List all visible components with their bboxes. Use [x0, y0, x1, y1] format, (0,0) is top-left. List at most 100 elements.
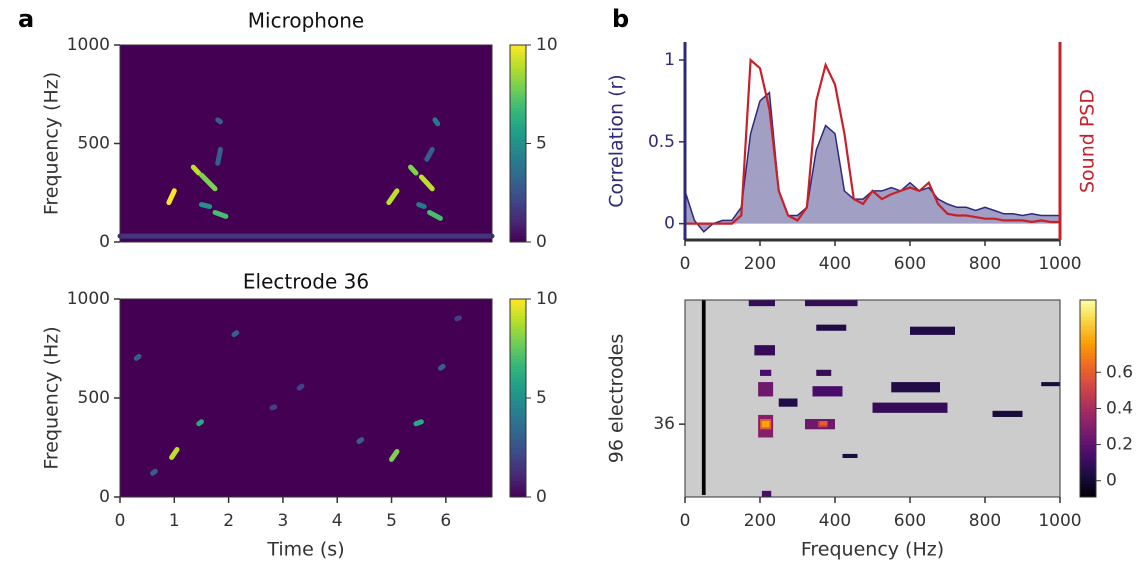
- colorbar-step: [510, 348, 526, 353]
- colorbar-step: [510, 374, 526, 379]
- spectral-streak: [356, 437, 365, 445]
- spectral-streak: [190, 164, 202, 176]
- spectral-streak: [133, 353, 142, 361]
- y-tick-label: 1: [664, 50, 675, 70]
- colorbar-step: [1080, 483, 1096, 488]
- colorbar-step: [510, 169, 526, 174]
- colorbar-step: [1080, 306, 1096, 311]
- colorbar-step: [1080, 365, 1096, 370]
- colorbar-step: [1080, 451, 1096, 455]
- y-axis-label: Frequency (Hz): [41, 72, 63, 215]
- chart-title: Electrode 36: [243, 270, 369, 294]
- colorbar-step: [510, 120, 526, 125]
- colorbar-step: [510, 391, 526, 396]
- colorbar-step: [510, 341, 526, 346]
- x-tick-label: 2: [223, 511, 234, 531]
- spectral-streak: [427, 209, 443, 221]
- spectral-streak: [408, 164, 419, 176]
- colorbar-step: [510, 302, 526, 307]
- colorbar-step: [1080, 444, 1096, 449]
- colorbar-step: [1080, 313, 1096, 317]
- colorbar-step: [510, 77, 526, 82]
- spectral-streak: [413, 419, 424, 427]
- colorbar-step: [1080, 322, 1096, 327]
- x-tick-label: 3: [278, 511, 289, 531]
- panel-label: a: [18, 5, 34, 33]
- colorbar-step: [510, 431, 526, 435]
- colorbar-step: [510, 388, 526, 392]
- y-tick-label: 1000: [67, 289, 110, 309]
- spectral-streak: [215, 146, 223, 166]
- colorbar-step: [1080, 434, 1096, 439]
- colorbar-step: [510, 447, 526, 452]
- spectral-streak: [166, 188, 177, 206]
- colorbar-step: [1080, 490, 1096, 495]
- colorbar-tick-label: 0.4: [1106, 398, 1133, 418]
- colorbar-step: [1080, 477, 1096, 482]
- spectral-streak: [198, 172, 218, 192]
- colorbar-step: [510, 199, 526, 204]
- colorbar-step: [1080, 372, 1096, 377]
- colorbar-frame: [1079, 299, 1097, 498]
- colorbar-step: [510, 94, 526, 99]
- colorbar-step: [1080, 345, 1096, 350]
- colorbar-step: [510, 123, 526, 128]
- x-tick-label: 1000: [1038, 511, 1081, 531]
- x-tick-label: 600: [894, 254, 926, 274]
- spectral-streak: [454, 315, 462, 322]
- spectral-streak: [416, 202, 427, 210]
- heat-cell: [812, 386, 843, 397]
- colorbar-step: [510, 71, 526, 76]
- colorbar-step: [1080, 441, 1096, 445]
- heat-cell: [842, 453, 858, 459]
- colorbar-step: [510, 136, 526, 141]
- spectral-streak: [231, 330, 240, 338]
- colorbar-step: [510, 417, 526, 422]
- colorbar-step: [1080, 421, 1096, 426]
- y-tick-label: 0: [664, 214, 675, 234]
- colorbar-step: [510, 434, 526, 439]
- colorbar-step: [510, 473, 526, 478]
- x-tick-label: 800: [969, 511, 1001, 531]
- colorbar-step: [510, 205, 526, 210]
- colorbar-step: [1080, 342, 1096, 347]
- colorbar-step: [510, 150, 526, 154]
- colorbar-step: [510, 368, 526, 373]
- colorbar-step: [510, 64, 526, 69]
- colorbar-step: [510, 84, 526, 89]
- colorbar-step: [510, 238, 526, 243]
- colorbar-step: [510, 427, 526, 432]
- colorbar-step: [510, 87, 526, 92]
- x-tick-label: 1: [169, 511, 180, 531]
- colorbar-step: [1080, 414, 1096, 419]
- colorbar-step: [510, 143, 526, 148]
- x-tick-label: 600: [894, 511, 926, 531]
- colorbar-step: [510, 156, 526, 161]
- colorbar-tick-label: 0: [536, 232, 547, 252]
- spectral-streak: [198, 202, 213, 210]
- colorbar-tick-label: 0.6: [1106, 362, 1133, 382]
- colorbar-step: [510, 493, 526, 498]
- colorbar-step: [510, 48, 526, 53]
- colorbar-step: [1080, 447, 1096, 452]
- x-axis-label: Frequency (Hz): [801, 539, 944, 561]
- spectral-streak: [389, 448, 400, 462]
- colorbar-step: [510, 228, 526, 233]
- spectral-streak: [432, 117, 441, 127]
- x-tick-label: 1000: [1038, 254, 1081, 274]
- x-tick-label: 0: [680, 511, 691, 531]
- colorbar-step: [1080, 349, 1096, 354]
- x-tick-label: 0: [680, 254, 691, 274]
- x-tick-label: 200: [744, 511, 776, 531]
- colorbar-step: [510, 365, 526, 369]
- colorbar-step: [510, 460, 526, 465]
- heat-cell: [701, 300, 706, 495]
- colorbar-step: [510, 163, 526, 167]
- colorbar-step: [1080, 487, 1096, 491]
- spectral-streak: [169, 446, 180, 460]
- spectral-streak: [418, 174, 435, 192]
- panel-label: b: [612, 5, 629, 33]
- colorbar-step: [1080, 437, 1096, 442]
- colorbar-step: [1080, 391, 1096, 396]
- colorbar-step: [510, 450, 526, 455]
